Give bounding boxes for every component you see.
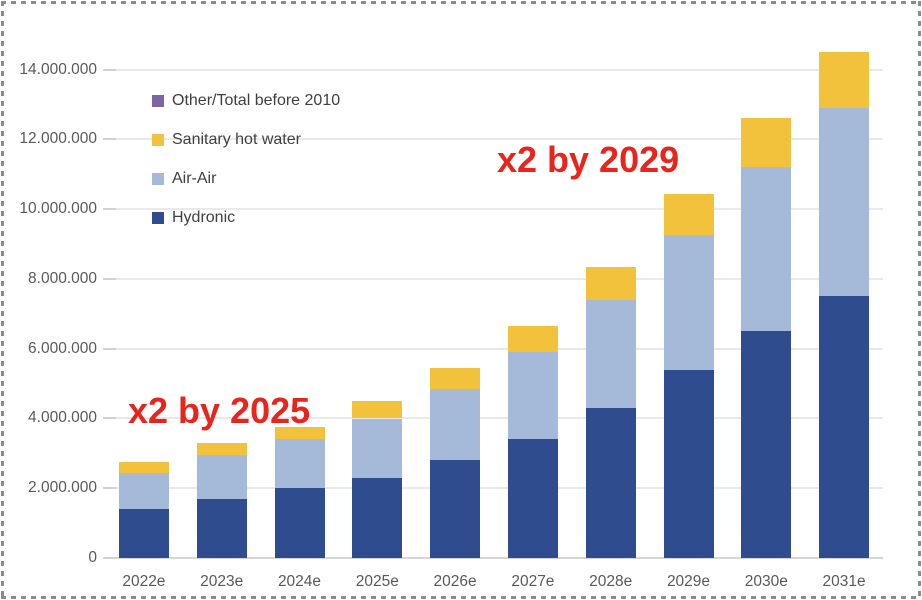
bar-segment-hydronic xyxy=(352,477,403,558)
x-tick-label: 2022e xyxy=(122,573,166,590)
dashed-border-top xyxy=(1,1,921,4)
bar-segment-sanitary-hot-water xyxy=(274,427,325,440)
y-tick-label: 0 xyxy=(88,549,97,566)
y-axis-tick xyxy=(103,69,116,71)
bar-segment-sanitary-hot-water xyxy=(430,367,481,389)
bar-segment-air-air xyxy=(741,167,792,332)
bar-segment-sanitary-hot-water xyxy=(741,118,792,168)
gridline xyxy=(105,208,883,210)
bar-segment-sanitary-hot-water xyxy=(118,462,169,473)
gridline xyxy=(105,278,883,280)
bar-segment-hydronic xyxy=(507,439,558,558)
legend-swatch-icon xyxy=(152,173,164,185)
y-tick-label: 2.000.000 xyxy=(28,479,97,496)
y-tick-label: 12.000.000 xyxy=(19,130,97,147)
bar-segment-air-air xyxy=(118,472,169,510)
dashed-border-bottom xyxy=(1,596,921,599)
x-axis-line xyxy=(105,557,883,559)
bar-segment-hydronic xyxy=(819,296,870,558)
bar-segment-hydronic xyxy=(274,488,325,558)
y-axis-tick xyxy=(103,348,116,350)
annotation-x2-by-2029: x2 by 2029 xyxy=(497,139,680,180)
gridline xyxy=(105,417,883,419)
y-tick-label: 6.000.000 xyxy=(28,340,97,357)
gridline xyxy=(105,487,883,489)
gridline xyxy=(105,69,883,71)
y-tick-label: 10.000.000 xyxy=(19,200,97,217)
bar-segment-sanitary-hot-water xyxy=(663,193,714,236)
x-tick-label: 2027e xyxy=(511,573,555,590)
x-tick-label: 2031e xyxy=(822,573,866,590)
y-axis-tick xyxy=(103,557,116,559)
bar-segment-air-air xyxy=(430,388,481,461)
legend-swatch-icon xyxy=(152,212,164,224)
annotation-x2-by-2025: x2 by 2025 xyxy=(128,390,311,431)
y-tick-label: 14.000.000 xyxy=(19,61,97,78)
y-axis-tick xyxy=(103,278,116,280)
bar-segment-hydronic xyxy=(741,331,792,558)
dashed-border-left xyxy=(1,1,4,599)
y-axis-tick xyxy=(103,417,116,419)
legend-label: Sanitary hot water xyxy=(172,131,301,148)
bar-segment-air-air xyxy=(196,455,247,499)
x-tick-label: 2026e xyxy=(433,573,477,590)
bar-segment-hydronic xyxy=(196,498,247,558)
legend-label: Air-Air xyxy=(172,170,217,187)
legend-swatch-icon xyxy=(152,95,164,107)
y-axis-tick xyxy=(103,208,116,210)
bar-segment-air-air xyxy=(274,439,325,489)
x-tick-label: 2030e xyxy=(744,573,788,590)
y-tick-label: 4.000.000 xyxy=(28,409,97,426)
x-tick-label: 2023e xyxy=(200,573,244,590)
bar-segment-air-air xyxy=(507,352,558,440)
bar-segment-hydronic xyxy=(663,369,714,558)
bar-segment-air-air xyxy=(663,235,714,370)
x-tick-label: 2024e xyxy=(277,573,322,590)
bar-segment-air-air xyxy=(352,418,403,478)
bar-segment-hydronic xyxy=(118,509,169,558)
bar-segment-air-air xyxy=(819,108,870,297)
x-tick-label: 2028e xyxy=(589,573,633,590)
legend-swatch-icon xyxy=(152,134,164,146)
bar-segment-sanitary-hot-water xyxy=(352,401,403,419)
bar-segment-sanitary-hot-water xyxy=(196,442,247,456)
gridline xyxy=(105,138,883,140)
legend-label: Other/Total before 2010 xyxy=(172,92,341,109)
bar-segment-sanitary-hot-water xyxy=(585,266,636,300)
bar-segment-air-air xyxy=(585,299,636,408)
x-tick-label: 2025e xyxy=(355,573,399,590)
bar-segment-sanitary-hot-water xyxy=(507,326,558,353)
y-axis-tick xyxy=(103,138,116,140)
bar-segment-sanitary-hot-water xyxy=(819,52,870,108)
dashed-border-right xyxy=(918,1,921,599)
x-tick-label: 2029e xyxy=(666,573,711,590)
y-axis-tick xyxy=(103,487,116,489)
gridline xyxy=(105,348,883,350)
legend-label: Hydronic xyxy=(172,209,236,226)
bar-segment-hydronic xyxy=(430,460,481,558)
y-tick-label: 8.000.000 xyxy=(28,270,97,287)
bar-segment-hydronic xyxy=(585,408,636,558)
